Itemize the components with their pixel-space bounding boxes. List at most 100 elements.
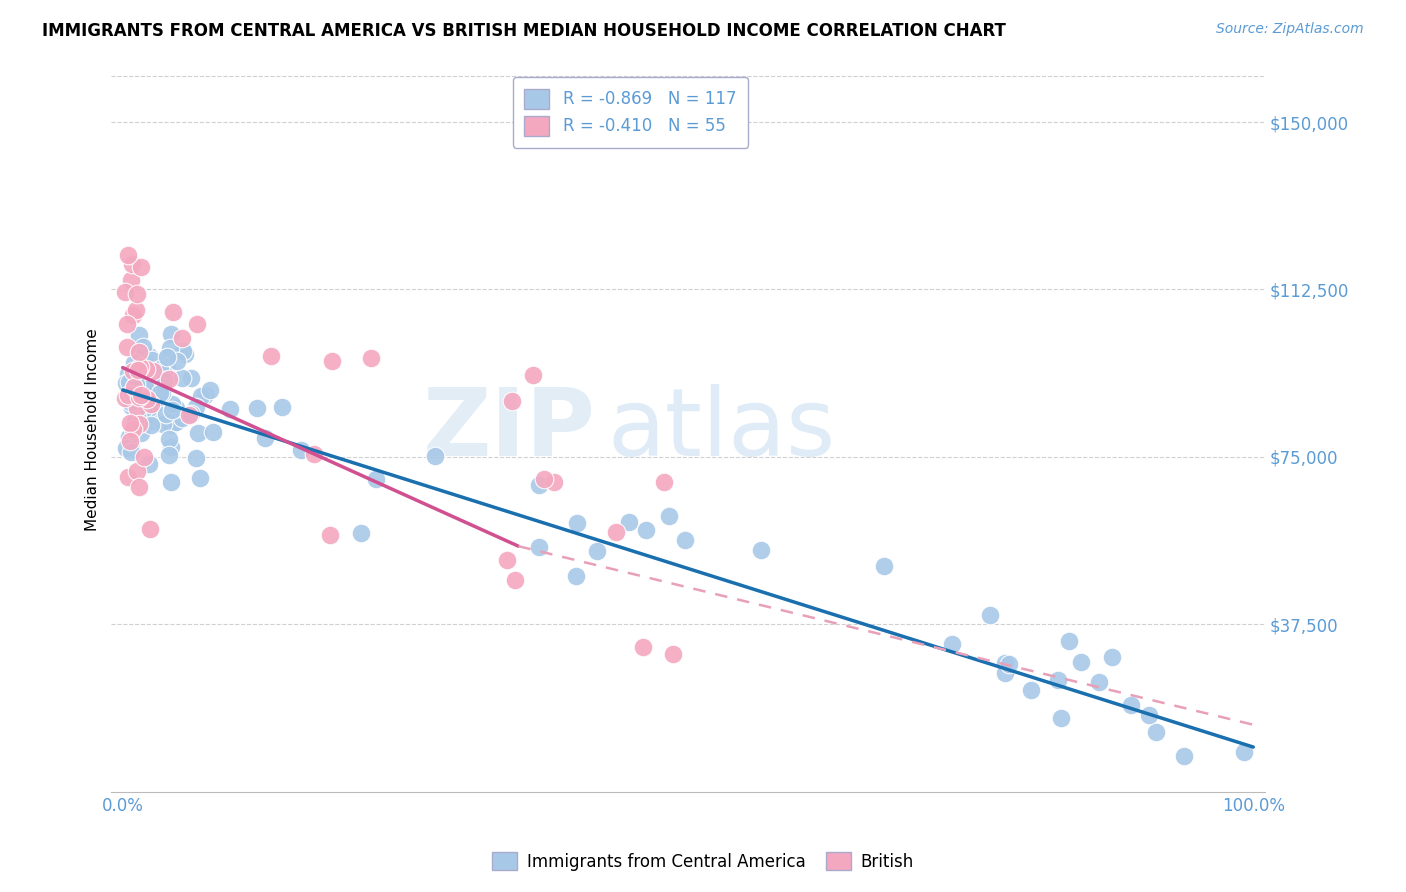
Point (979, 608, 1001, 623)
Point (658, 508, 681, 523)
Point (117, 386, 139, 401)
Point (160, 403, 183, 417)
Point (201, 425, 224, 440)
Point (129, 425, 152, 440)
Point (165, 415, 187, 429)
Point (496, 553, 519, 567)
Point (129, 388, 152, 402)
Point (121, 257, 143, 271)
Point (1057, 633, 1080, 648)
Point (1137, 707, 1160, 722)
Point (150, 370, 173, 384)
Point (1173, 749, 1195, 764)
Point (186, 400, 208, 414)
Point (160, 417, 183, 432)
Point (172, 343, 194, 358)
Point (350, 526, 373, 541)
Point (190, 389, 212, 403)
Text: IMMIGRANTS FROM CENTRAL AMERICA VS BRITISH MEDIAN HOUSEHOLD INCOME CORRELATION C: IMMIGRANTS FROM CENTRAL AMERICA VS BRITI… (42, 22, 1007, 40)
Point (118, 395, 141, 409)
Point (153, 366, 176, 380)
Point (120, 445, 142, 459)
Point (142, 363, 165, 377)
Point (184, 451, 207, 466)
Point (125, 377, 148, 392)
Point (132, 403, 155, 417)
Point (194, 388, 217, 402)
Point (149, 362, 172, 376)
Point (187, 425, 209, 440)
Point (162, 305, 184, 319)
Point (564, 569, 586, 583)
Point (160, 475, 183, 489)
Point (138, 349, 160, 363)
Point (122, 356, 145, 370)
Point (1046, 673, 1069, 687)
Point (162, 397, 184, 411)
Point (128, 328, 150, 343)
Point (1088, 674, 1111, 689)
Point (117, 248, 139, 262)
Point (139, 418, 162, 433)
Point (304, 447, 326, 461)
Point (152, 417, 174, 431)
Point (120, 434, 142, 449)
Point (146, 381, 169, 395)
Point (129, 260, 152, 274)
Point (254, 431, 277, 445)
Point (157, 432, 180, 446)
Point (128, 344, 150, 359)
Point (1019, 683, 1042, 698)
Point (364, 472, 387, 486)
Point (129, 386, 152, 401)
Point (527, 478, 550, 492)
Point (152, 353, 174, 368)
Point (128, 417, 150, 431)
Point (155, 407, 177, 421)
Point (149, 395, 172, 409)
Point (998, 657, 1021, 671)
Point (160, 327, 183, 342)
Point (114, 285, 136, 300)
Point (125, 302, 148, 317)
Point (156, 359, 179, 374)
Point (122, 364, 145, 378)
Point (132, 390, 155, 404)
Point (150, 386, 173, 401)
Point (170, 331, 193, 345)
Point (634, 523, 657, 537)
Point (141, 352, 163, 367)
Point (115, 441, 138, 455)
Point (115, 340, 138, 354)
Point (1050, 711, 1073, 725)
Point (259, 349, 281, 363)
Point (117, 317, 139, 331)
Point (127, 370, 149, 384)
Point (1121, 698, 1143, 712)
Point (121, 387, 143, 401)
Point (120, 399, 142, 413)
Point (121, 422, 143, 436)
Point (186, 317, 208, 331)
Point (122, 308, 145, 322)
Point (1233, 746, 1256, 760)
Point (135, 380, 157, 394)
Point (565, 516, 588, 530)
Point (188, 471, 211, 485)
Point (994, 666, 1017, 681)
Legend: R = -0.869   N = 117, R = -0.410   N = 55: R = -0.869 N = 117, R = -0.410 N = 55 (513, 77, 748, 147)
Point (148, 385, 170, 400)
Text: Source: ZipAtlas.com: Source: ZipAtlas.com (1216, 22, 1364, 37)
Point (125, 391, 148, 405)
Point (290, 443, 312, 458)
Point (152, 373, 174, 387)
Point (122, 380, 145, 394)
Point (114, 376, 136, 390)
Point (631, 640, 654, 654)
Point (360, 351, 382, 365)
Point (166, 354, 188, 368)
Point (673, 533, 696, 547)
Point (128, 351, 150, 365)
Point (125, 366, 148, 380)
Point (501, 394, 523, 409)
